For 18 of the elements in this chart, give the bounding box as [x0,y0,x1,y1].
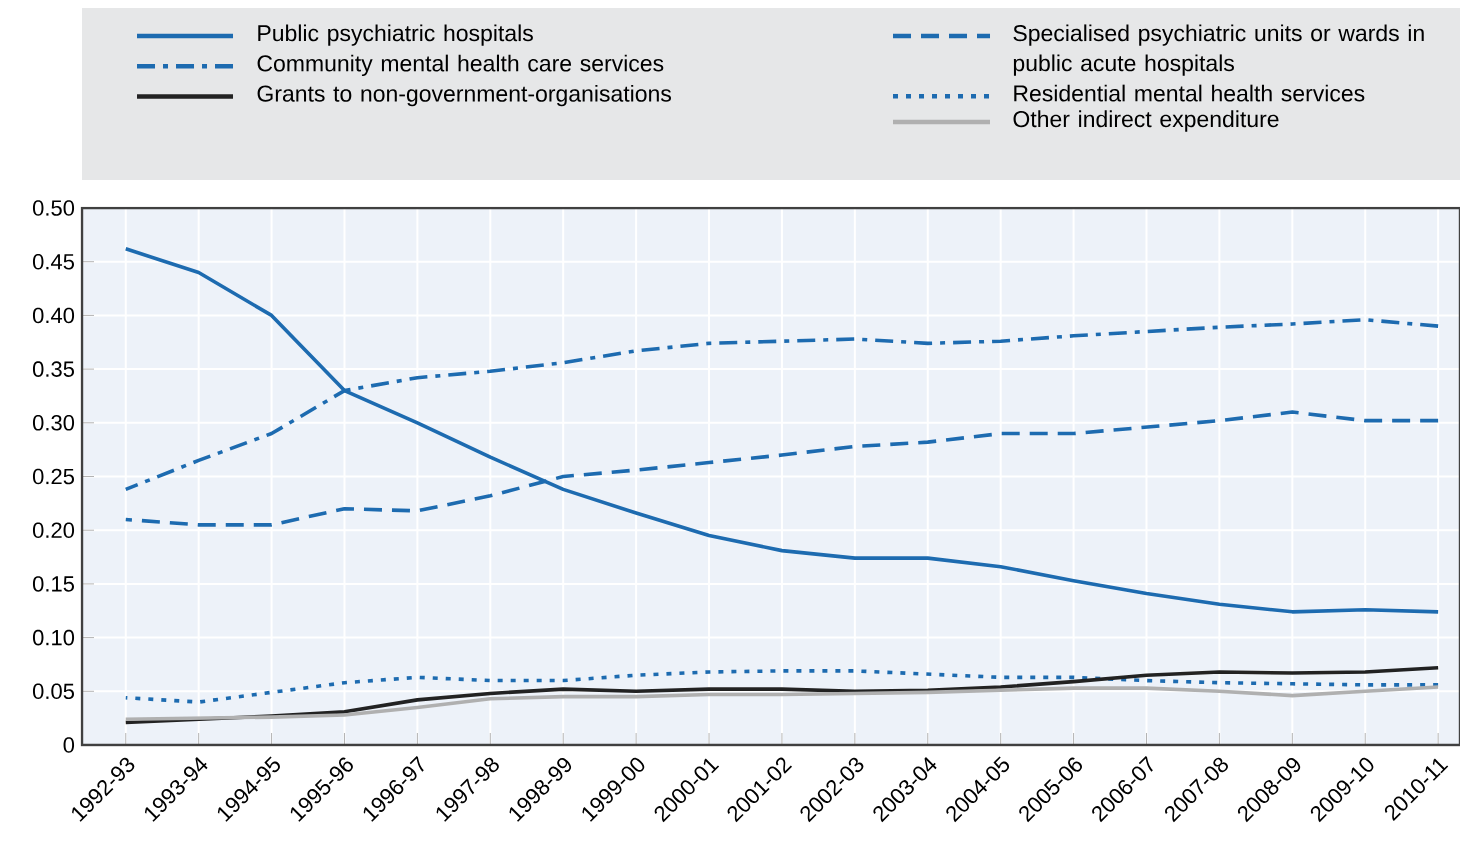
y-tick-label: 0.30 [32,415,75,431]
y-tick-label: 0.20 [32,522,75,538]
y-tick-label: 0.15 [32,576,74,592]
legend-label: Community mental health care services [257,54,664,77]
y-tick-label: 0 [63,737,75,753]
y-tick-label: 0.50 [32,200,75,216]
legend-label: Specialised psychiatric units or wards in public acute hospitals [1013,24,1424,76]
y-tick-label: 0.05 [32,683,74,700]
y-tick-label: 0.10 [32,629,75,646]
y-tick-label: 0.25 [32,468,74,485]
line-series [123,247,1440,614]
y-tick-label: 0.45 [32,253,74,270]
legend-label: Public psychiatric hospitals [258,24,533,46]
legend-label: Grants to non-government-organisations [257,84,671,107]
y-tick-label: 0.40 [32,307,75,324]
legend-label: Residential mental health services [1014,84,1365,102]
legend-label: Other indirect expenditure [1013,110,1279,132]
y-tick-label: 0.35 [32,361,74,377]
